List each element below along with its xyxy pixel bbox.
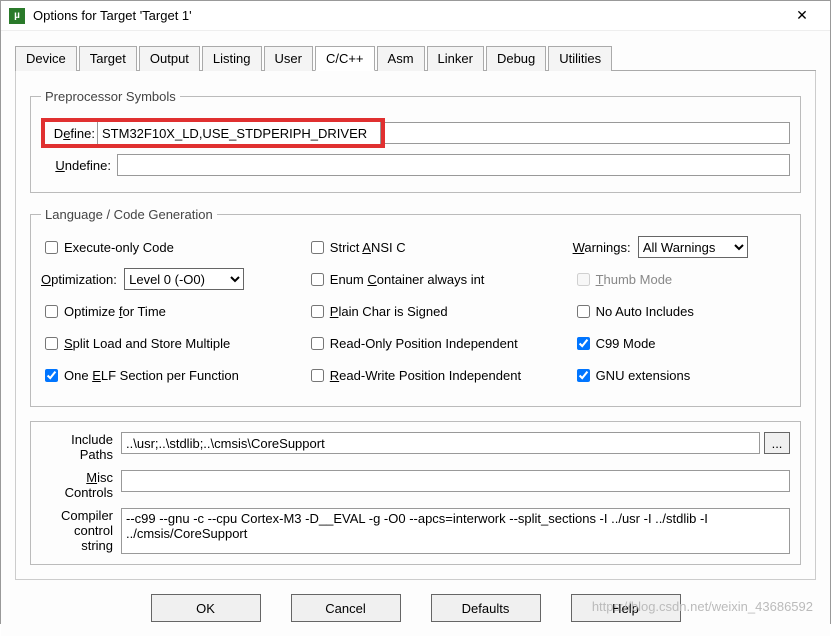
- rw-pi-check[interactable]: Read-Write Position Independent: [307, 364, 573, 386]
- include-paths-input[interactable]: [121, 432, 760, 454]
- define-label: Define:: [45, 126, 97, 141]
- enum-container-check[interactable]: Enum Container always int: [307, 268, 573, 290]
- dialog-window: µ Options for Target 'Target 1' ✕ Device…: [0, 0, 831, 624]
- warnings-select[interactable]: All Warnings: [638, 236, 748, 258]
- ro-pi-check[interactable]: Read-Only Position Independent: [307, 332, 573, 354]
- dialog-content: Device Target Output Listing User C/C++ …: [1, 31, 830, 636]
- tab-device[interactable]: Device: [15, 46, 77, 71]
- one-elf-check[interactable]: One ELF Section per Function: [41, 364, 307, 386]
- include-paths-label: Include Paths: [41, 432, 121, 462]
- defaults-button[interactable]: Defaults: [431, 594, 541, 622]
- no-auto-inc-check[interactable]: No Auto Includes: [573, 300, 790, 322]
- undefine-input[interactable]: [117, 154, 790, 176]
- preprocessor-legend: Preprocessor Symbols: [41, 89, 180, 104]
- include-browse-button[interactable]: ...: [764, 432, 790, 454]
- c99-mode-check[interactable]: C99 Mode: [573, 332, 790, 354]
- tab-linker[interactable]: Linker: [427, 46, 484, 71]
- optimization-select[interactable]: Level 0 (-O0): [124, 268, 244, 290]
- optimize-time-check[interactable]: Optimize for Time: [41, 300, 307, 322]
- titlebar: µ Options for Target 'Target 1' ✕: [1, 1, 830, 31]
- strict-ansi-check[interactable]: Strict ANSI C: [307, 236, 573, 258]
- define-input[interactable]: [97, 122, 381, 144]
- compiler-string-text: --c99 --gnu -c --cpu Cortex-M3 -D__EVAL …: [121, 508, 790, 554]
- langgen-group: Language / Code Generation Execute-only …: [30, 207, 801, 407]
- preprocessor-group: Preprocessor Symbols Define: Undefine:: [30, 89, 801, 193]
- tab-listing[interactable]: Listing: [202, 46, 262, 71]
- execute-only-check[interactable]: Execute-only Code: [41, 236, 307, 258]
- langgen-legend: Language / Code Generation: [41, 207, 217, 222]
- app-icon: µ: [9, 8, 25, 24]
- close-icon[interactable]: ✕: [782, 2, 822, 30]
- tab-asm[interactable]: Asm: [377, 46, 425, 71]
- tab-debug[interactable]: Debug: [486, 46, 546, 71]
- misc-controls-input[interactable]: [121, 470, 790, 492]
- optimization-label: Optimization:: [41, 272, 117, 287]
- tab-utilities[interactable]: Utilities: [548, 46, 612, 71]
- watermark-text: https://blog.csdn.net/weixin_43686592: [592, 599, 813, 614]
- cancel-button[interactable]: Cancel: [291, 594, 401, 622]
- split-load-check[interactable]: Split Load and Store Multiple: [41, 332, 307, 354]
- window-title: Options for Target 'Target 1': [33, 8, 782, 23]
- tab-cpp[interactable]: C/C++: [315, 46, 375, 71]
- misc-controls-label: MiscControls: [41, 470, 121, 500]
- tab-user[interactable]: User: [264, 46, 313, 71]
- ok-button[interactable]: OK: [151, 594, 261, 622]
- plain-char-check[interactable]: Plain Char is Signed: [307, 300, 573, 322]
- define-highlight: Define:: [41, 118, 385, 148]
- tab-output[interactable]: Output: [139, 46, 200, 71]
- warnings-label: Warnings:: [573, 240, 631, 255]
- define-input-ext[interactable]: [385, 122, 790, 144]
- tab-target[interactable]: Target: [79, 46, 137, 71]
- tab-strip: Device Target Output Listing User C/C++ …: [15, 45, 816, 71]
- undefine-label: Undefine:: [41, 158, 117, 173]
- tab-panel-cpp: Preprocessor Symbols Define: Undefine: L…: [15, 71, 816, 580]
- gnu-ext-check[interactable]: GNU extensions: [573, 364, 790, 386]
- compiler-string-label: Compiler control string: [41, 508, 121, 553]
- thumb-mode-check: Thumb Mode: [573, 268, 790, 290]
